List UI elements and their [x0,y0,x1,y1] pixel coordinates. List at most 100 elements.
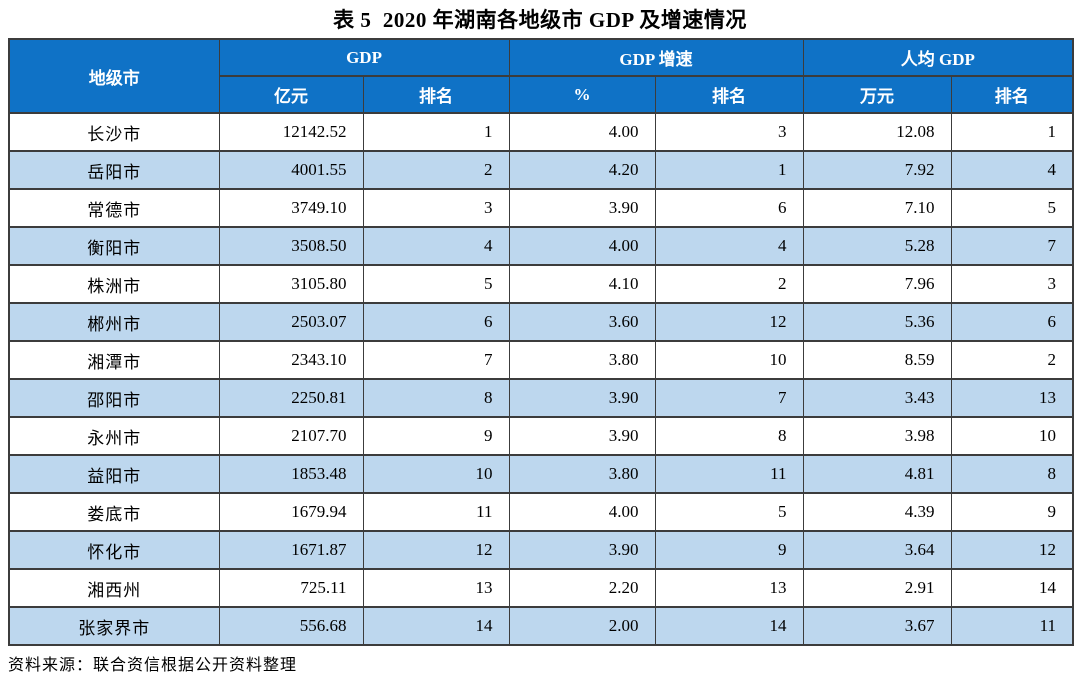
cell-gdp-value: 2503.07 [218,302,364,342]
table-row: 株洲市 3105.80 5 4.10 2 7.96 3 [8,264,1074,304]
cell-percapita-rank: 13 [950,378,1074,418]
cell-growth-value: 2.20 [508,568,656,608]
cell-gdp-rank: 5 [362,264,510,304]
cell-gdp-rank: 2 [362,150,510,190]
header-sub-row: 亿元 排名 % 排名 万元 排名 [9,75,1074,114]
table-header: 地级市 GDP GDP 增速 人均 GDP 亿元 排名 % 排名 万元 排名 [8,38,1074,114]
cell-percapita-value: 5.36 [802,302,952,342]
cell-gdp-value: 1679.94 [218,492,364,532]
subheader-gdp-rank: 排名 [362,75,510,114]
cell-growth-value: 4.10 [508,264,656,304]
cell-percapita-value: 5.28 [802,226,952,266]
subheader-growth-rank: 排名 [654,75,804,114]
cell-growth-rank: 5 [654,492,804,532]
cell-gdp-rank: 4 [362,226,510,266]
cell-percapita-rank: 10 [950,416,1074,456]
cell-growth-value: 3.90 [508,530,656,570]
cell-gdp-rank: 1 [362,112,510,152]
cell-gdp-value: 2107.70 [218,416,364,456]
col-group-gdp-growth: GDP 增速 [508,38,804,77]
cell-percapita-rank: 1 [950,112,1074,152]
header-group-row: 地级市 GDP GDP 增速 人均 GDP [8,38,1074,114]
cell-city: 张家界市 [8,606,220,646]
table-row: 衡阳市 3508.50 4 4.00 4 5.28 7 [8,226,1074,266]
cell-gdp-value: 556.68 [218,606,364,646]
gdp-table: 地级市 GDP GDP 增速 人均 GDP 亿元 排名 % 排名 万元 排名 长… [8,38,1075,646]
cell-city: 湘西州 [8,568,220,608]
cell-gdp-value: 2343.10 [218,340,364,380]
cell-growth-rank: 14 [654,606,804,646]
cell-gdp-value: 4001.55 [218,150,364,190]
cell-growth-value: 2.00 [508,606,656,646]
cell-percapita-rank: 4 [950,150,1074,190]
cell-gdp-value: 3508.50 [218,226,364,266]
subheader-growth-unit: % [508,75,656,114]
cell-percapita-value: 7.92 [802,150,952,190]
cell-growth-rank: 6 [654,188,804,228]
table-row: 湘西州 725.11 13 2.20 13 2.91 14 [8,568,1074,608]
cell-growth-rank: 4 [654,226,804,266]
cell-percapita-rank: 8 [950,454,1074,494]
cell-growth-value: 3.80 [508,454,656,494]
cell-city: 益阳市 [8,454,220,494]
cell-percapita-value: 4.39 [802,492,952,532]
cell-growth-rank: 1 [654,150,804,190]
table-row: 娄底市 1679.94 11 4.00 5 4.39 9 [8,492,1074,532]
cell-gdp-rank: 12 [362,530,510,570]
cell-city: 株洲市 [8,264,220,304]
cell-growth-rank: 8 [654,416,804,456]
table-row: 岳阳市 4001.55 2 4.20 1 7.92 4 [8,150,1074,190]
cell-city: 长沙市 [8,112,220,152]
table-title: 表 5 2020 年湖南各地级市 GDP 及增速情况 [333,8,747,32]
cell-gdp-value: 12142.52 [218,112,364,152]
cell-city: 娄底市 [8,492,220,532]
cell-gdp-value: 725.11 [218,568,364,608]
cell-percapita-value: 7.10 [802,188,952,228]
table-row: 怀化市 1671.87 12 3.90 9 3.64 12 [8,530,1074,570]
subheader-percapita-unit: 万元 [802,75,952,114]
cell-percapita-value: 3.64 [802,530,952,570]
cell-city: 永州市 [8,416,220,456]
cell-growth-value: 3.80 [508,340,656,380]
col-group-gdp: GDP [218,38,510,77]
cell-growth-value: 4.20 [508,150,656,190]
table-row: 湘潭市 2343.10 7 3.80 10 8.59 2 [8,340,1074,380]
subheader-percapita-rank: 排名 [950,75,1074,114]
table-row: 永州市 2107.70 9 3.90 8 3.98 10 [8,416,1074,456]
cell-growth-value: 4.00 [508,112,656,152]
cell-gdp-rank: 10 [362,454,510,494]
cell-percapita-rank: 12 [950,530,1074,570]
cell-gdp-rank: 6 [362,302,510,342]
subheader-gdp-unit: 亿元 [218,75,364,114]
cell-growth-rank: 3 [654,112,804,152]
cell-growth-rank: 9 [654,530,804,570]
cell-percapita-rank: 11 [950,606,1074,646]
cell-gdp-value: 1853.48 [218,454,364,494]
cell-city: 怀化市 [8,530,220,570]
cell-percapita-rank: 5 [950,188,1074,228]
cell-city: 岳阳市 [8,150,220,190]
cell-growth-value: 3.90 [508,188,656,228]
cell-growth-value: 3.90 [508,378,656,418]
cell-growth-value: 3.90 [508,416,656,456]
cell-gdp-rank: 7 [362,340,510,380]
cell-growth-rank: 10 [654,340,804,380]
cell-growth-value: 4.00 [508,492,656,532]
cell-gdp-value: 3749.10 [218,188,364,228]
cell-city: 湘潭市 [8,340,220,380]
cell-percapita-value: 8.59 [802,340,952,380]
cell-gdp-rank: 14 [362,606,510,646]
table-row: 郴州市 2503.07 6 3.60 12 5.36 6 [8,302,1074,342]
cell-city: 衡阳市 [8,226,220,266]
cell-growth-value: 3.60 [508,302,656,342]
table-row: 张家界市 556.68 14 2.00 14 3.67 11 [8,606,1074,646]
col-group-gdp-per-capita: 人均 GDP [802,38,1074,77]
cell-city: 郴州市 [8,302,220,342]
cell-city: 邵阳市 [8,378,220,418]
table-row: 常德市 3749.10 3 3.90 6 7.10 5 [8,188,1074,228]
cell-gdp-value: 3105.80 [218,264,364,304]
cell-growth-rank: 12 [654,302,804,342]
cell-growth-rank: 11 [654,454,804,494]
cell-gdp-rank: 9 [362,416,510,456]
cell-percapita-value: 7.96 [802,264,952,304]
